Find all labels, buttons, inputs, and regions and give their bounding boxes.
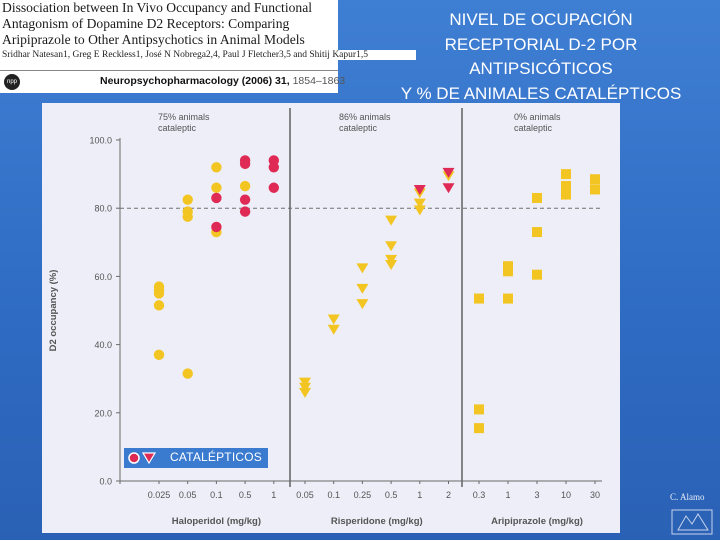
data-point: [182, 211, 193, 222]
x-tick-label: 1: [271, 490, 276, 500]
chart-panel: 0.0 20.0 40.0 60.0 80.0 100.0 D2 occupancy (%)…: [42, 103, 620, 533]
slide-title-line: RECEPTORIAL D-2 POR: [444, 34, 638, 54]
x-tick-label: 2: [446, 490, 451, 500]
legend-label: CATALÉPTICOS: [170, 450, 262, 464]
data-point: [299, 377, 311, 388]
data-point: [532, 227, 542, 238]
slide-title: NIVEL DE OCUPACIÓN RECEPTORIAL D-2 POR ANT…: [360, 8, 720, 106]
data-point: [239, 180, 251, 192]
data-point: [268, 162, 279, 173]
x-tick-label: 0.1: [327, 490, 340, 500]
data-point: [327, 314, 340, 325]
data-point: [503, 293, 513, 304]
x-tick-label: 0.05: [296, 490, 314, 500]
y-tick-label: 80.0: [94, 204, 112, 214]
data-point: [474, 293, 484, 304]
data-point: [385, 259, 398, 270]
cataleptic-legend: CATALÉPTICOS: [124, 448, 268, 468]
data-point: [239, 194, 251, 205]
y-tick-label: 20.0: [94, 408, 112, 418]
x-axis-drug-label: Risperidone (mg/kg): [331, 516, 423, 527]
journal-reference: npp Neuropsychopharmacology (2006) 31, 1…: [0, 70, 345, 93]
data-point: [503, 261, 513, 272]
data-point: [182, 194, 193, 205]
data-point: [268, 182, 279, 193]
data-point: [474, 423, 484, 434]
data-point: [532, 192, 542, 203]
slide-title-line: ANTIPSICÓTICOS: [469, 59, 613, 78]
data-point: [413, 198, 426, 209]
y-tick-label: 100.0: [89, 136, 112, 146]
data-point: [356, 299, 369, 310]
author-signature: C. Alamo: [670, 492, 705, 502]
paper-title: Dissociation between In Vivo Occupancy a…: [2, 0, 313, 47]
y-tick-label: 60.0: [94, 272, 112, 282]
data-point: [590, 184, 600, 195]
data-point: [299, 382, 311, 393]
slide-title-line: NIVEL DE OCUPACIÓN: [449, 10, 633, 29]
data-point: [211, 221, 222, 233]
data-point: [413, 205, 426, 216]
x-tick-label: 0.25: [354, 490, 372, 500]
data-point: [532, 269, 542, 280]
data-point: [153, 349, 165, 361]
x-tick-label: 3: [534, 490, 539, 500]
x-tick-label: 0.1: [210, 490, 223, 500]
x-tick-label: 0.3: [473, 490, 486, 500]
data-point: [211, 182, 222, 193]
data-point: [299, 387, 311, 398]
legend-circle-marker: [128, 452, 140, 464]
x-tick-label: 30: [590, 490, 600, 500]
data-point: [327, 324, 340, 335]
x-tick-label: 0.05: [179, 490, 197, 500]
x-tick-label: 1: [417, 490, 422, 500]
legend-triangle-marker: [141, 452, 157, 465]
x-axis-drug-label: Haloperidol (mg/kg): [172, 516, 261, 527]
data-point: [211, 192, 222, 204]
data-point: [153, 288, 165, 299]
data-point: [356, 283, 369, 294]
x-axis-drug-label: Aripiprazole (mg/kg): [491, 516, 583, 527]
paper-authors: Sridhar Natesan1, Greg E Reckless1, José…: [2, 50, 416, 60]
data-point: [211, 162, 222, 173]
data-point: [561, 169, 571, 180]
data-point: [561, 189, 571, 200]
data-point: [356, 263, 369, 274]
data-point: [413, 184, 426, 195]
data-point: [239, 158, 251, 170]
data-point: [590, 174, 600, 185]
data-point: [503, 266, 513, 277]
cataleptic-percent-label: 0% animals cataleptic: [514, 112, 561, 133]
data-point: [239, 206, 251, 217]
data-point: [561, 181, 571, 192]
data-point: [442, 183, 455, 194]
journal-name: Neuropsychopharmacology (2006) 31,: [100, 75, 290, 87]
y-axis-label: D2 occupancy (%): [48, 270, 59, 352]
data-point: [385, 241, 398, 252]
cataleptic-percent-label: 75% animals cataleptic: [158, 112, 210, 133]
data-point: [385, 215, 398, 226]
x-tick-label: 1: [505, 490, 510, 500]
data-point: [153, 300, 165, 311]
x-tick-label: 0.025: [148, 490, 171, 500]
data-point: [442, 167, 455, 178]
x-tick-label: 0.5: [239, 490, 252, 500]
y-tick-label: 40.0: [94, 340, 112, 350]
y-tick-label: 0.0: [99, 477, 112, 487]
x-tick-label: 0.5: [385, 490, 398, 500]
slide-title-line: Y % DE ANIMALES CATALÉPTICOS: [400, 83, 682, 103]
journal-logo: npp: [4, 74, 20, 90]
cataleptic-percent-label: 86% animals cataleptic: [339, 112, 391, 133]
data-point: [182, 368, 193, 379]
data-point: [474, 404, 484, 415]
occupancy-scatter-chart: 0.0 20.0 40.0 60.0 80.0 100.0 D2 occupancy (%)…: [48, 108, 602, 527]
data-point: [385, 254, 398, 265]
signature-logo-icon: [671, 509, 713, 535]
x-tick-label: 10: [561, 490, 571, 500]
journal-pages: 1854–1863: [292, 75, 346, 87]
